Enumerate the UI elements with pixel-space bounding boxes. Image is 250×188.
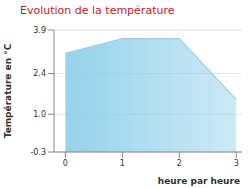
svg-text:1: 1 [120,159,125,168]
html-text:Evolution de la température: Evolution de la température [20,4,175,17]
svg-text:3: 3 [234,159,239,168]
svg-text:heure par heure: heure par heure [158,176,240,186]
svg-text:0: 0 [63,159,68,168]
svg-text:2.4: 2.4 [33,69,46,78]
svg-text:3.9: 3.9 [33,26,46,35]
svg-text:Température en °C: Température en °C [8,43,13,138]
svg-text:-0.3: -0.3 [30,148,46,157]
svg-text:1.0: 1.0 [33,110,46,119]
svg-text:2: 2 [177,159,182,168]
